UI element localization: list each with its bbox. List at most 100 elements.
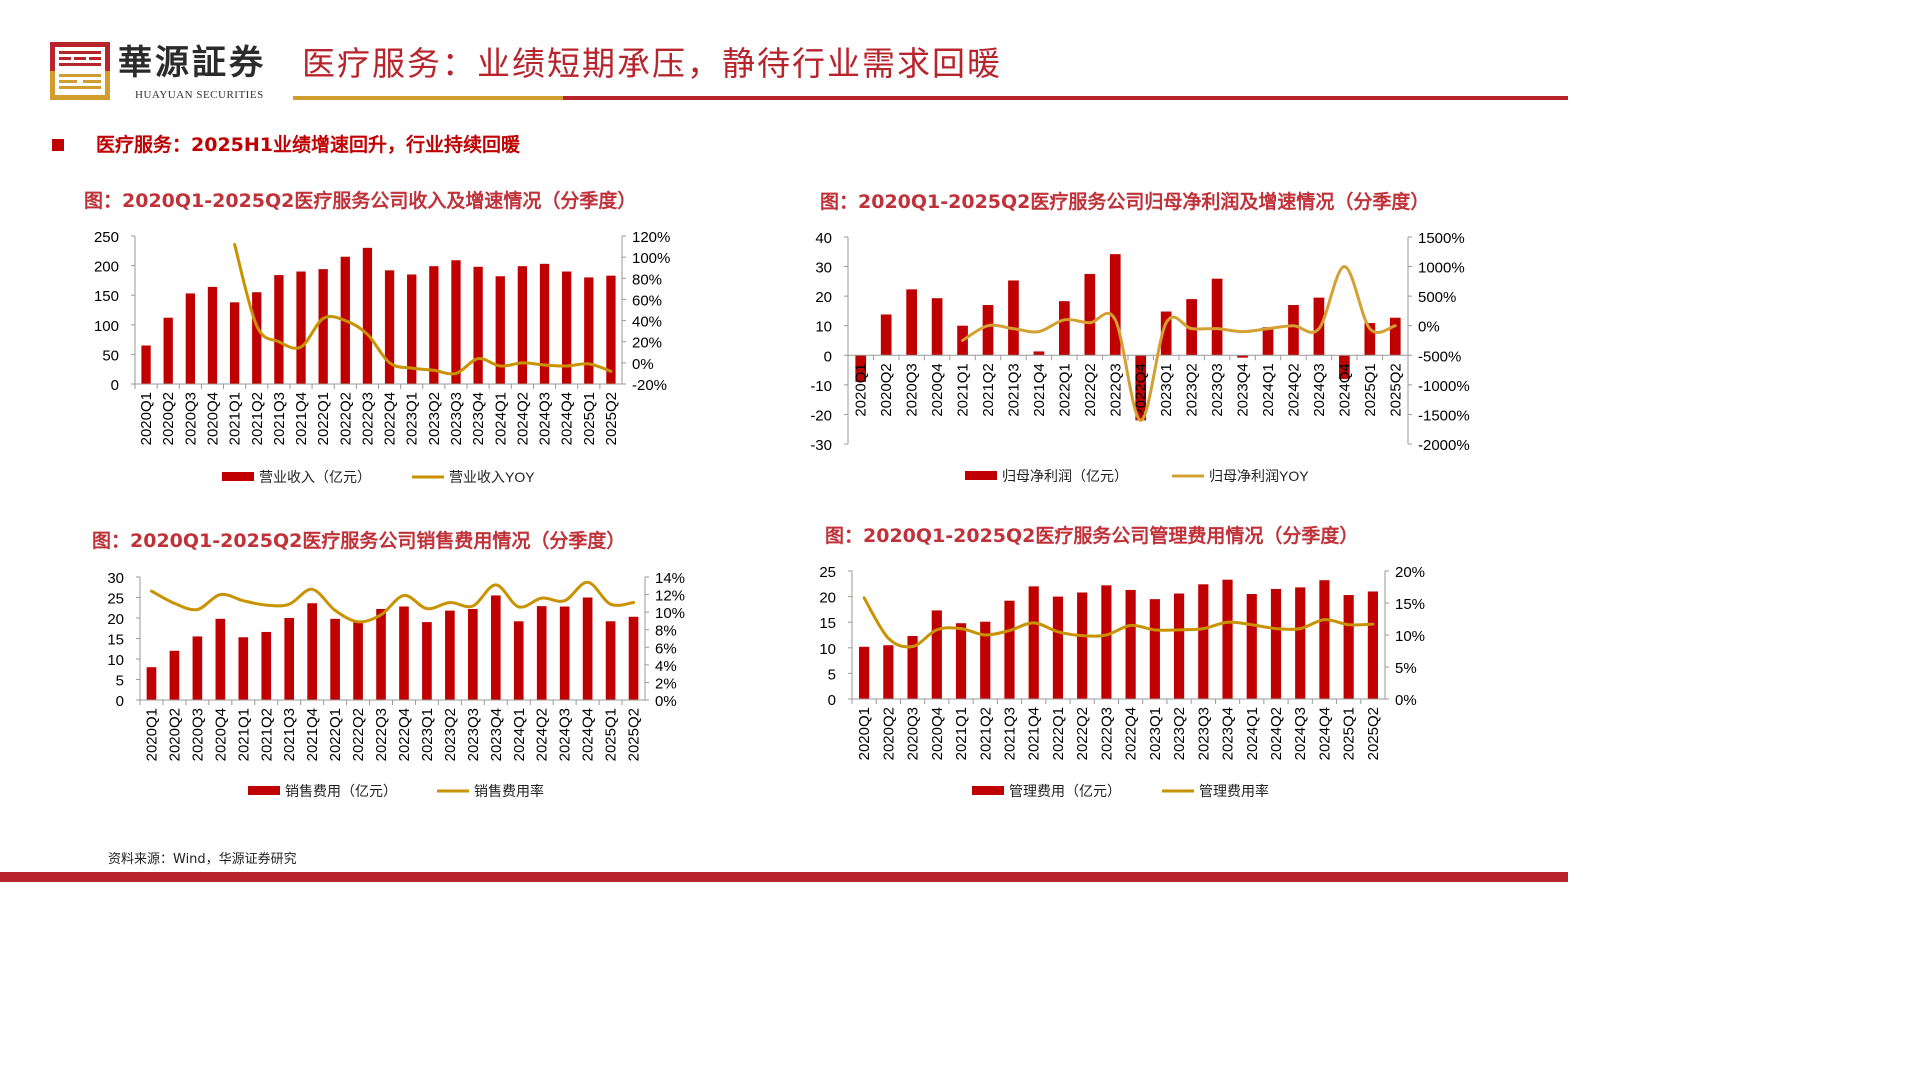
y2-tick-label: 8%: [655, 623, 677, 640]
x-tick-label: 2022Q2: [337, 392, 354, 445]
x-tick-label: 2020Q4: [204, 392, 221, 445]
bar-2020Q3: [906, 289, 917, 356]
bar-2022Q3: [1109, 254, 1121, 356]
x-tick-label: 2025Q2: [626, 708, 643, 761]
bar-2023Q3: [1211, 278, 1223, 356]
bar-2020Q2: [883, 645, 894, 699]
y2-tick-label: 40%: [632, 314, 662, 331]
y-tick-label: 5: [116, 673, 124, 690]
y-tick-label: 0: [111, 377, 119, 394]
bar-2023Q1: [1149, 599, 1160, 699]
x-tick-label: 2024Q2: [1268, 707, 1285, 760]
x-tick-label: 2020Q2: [878, 363, 895, 416]
y-tick-label: -30: [810, 437, 832, 454]
bar-2025Q1: [584, 277, 594, 384]
bar-2024Q3: [1295, 587, 1306, 699]
legend-bar-label: 销售费用（亿元）: [285, 783, 397, 799]
line-series: [961, 265, 1397, 422]
bar-2025Q1: [1343, 595, 1354, 699]
bar-2020Q1: [859, 646, 870, 699]
x-tick-label: 2023Q3: [448, 392, 465, 445]
bar-2023Q1: [422, 622, 432, 700]
y-tick-label: 40: [815, 230, 832, 247]
bar-2024Q2: [517, 266, 528, 384]
y-tick-label: 200: [94, 259, 119, 276]
x-tick-label: 2020Q2: [880, 707, 897, 760]
y2-tick-label: -1000%: [1418, 378, 1470, 395]
bar-2022Q3: [362, 247, 373, 384]
bar-2024Q1: [495, 276, 505, 384]
x-tick-label: 2024Q4: [1316, 707, 1333, 760]
x-tick-label: 2020Q1: [143, 708, 160, 761]
section-subtitle: 医疗服务：2025H1业绩增速回升，行业持续回暖: [96, 134, 521, 156]
y2-tick-label: -20%: [632, 377, 667, 394]
y-tick-label: 30: [815, 260, 832, 277]
y-tick-label: 0: [828, 692, 836, 709]
x-tick-label: 2023Q4: [470, 392, 487, 445]
bar-2022Q3: [1101, 585, 1112, 699]
chart-title-sales-expense: 图：2020Q1-2025Q2医疗服务公司销售费用情况（分季度）: [92, 530, 626, 552]
legend-bar-swatch: [222, 472, 254, 481]
legend-line-label: 营业收入YOY: [449, 469, 535, 485]
bar-2021Q3: [284, 618, 295, 700]
y2-tick-label: 1000%: [1418, 260, 1465, 277]
bar-2023Q2: [429, 266, 439, 384]
x-tick-label: 2021Q3: [281, 708, 298, 761]
x-tick-label: 2025Q1: [1362, 363, 1379, 416]
bar-2020Q3: [185, 293, 195, 384]
bar-2025Q2: [1367, 591, 1378, 699]
bar-2025Q2: [628, 616, 639, 700]
x-tick-label: 2024Q1: [1244, 707, 1261, 760]
y2-tick-label: 120%: [632, 229, 670, 246]
x-tick-label: 2021Q2: [977, 707, 994, 760]
x-tick-label: 2022Q4: [382, 392, 399, 445]
y2-tick-label: 15%: [1395, 596, 1425, 613]
bar-2024Q2: [1270, 588, 1282, 699]
x-tick-label: 2024Q1: [1260, 363, 1277, 416]
bar-2024Q1: [1246, 594, 1257, 699]
bar-2021Q1: [238, 637, 249, 700]
x-tick-label: 2021Q4: [1026, 707, 1043, 760]
x-tick-label: 2024Q3: [1311, 363, 1328, 416]
y-tick-label: -10: [810, 378, 832, 395]
x-tick-label: 2022Q4: [1133, 363, 1150, 416]
bar-2022Q2: [1084, 273, 1096, 356]
logo-mark-icon: [50, 42, 110, 100]
line-series: [233, 242, 613, 376]
x-tick-label: 2025Q2: [1365, 707, 1382, 760]
x-tick-label: 2020Q4: [212, 708, 229, 761]
bar-2024Q4: [1319, 580, 1330, 699]
bar-2021Q2: [252, 292, 262, 384]
x-tick-label: 2021Q4: [1031, 363, 1048, 416]
bullet-square-icon: [52, 139, 64, 151]
x-tick-label: 2023Q3: [1209, 363, 1226, 416]
legend-bar-swatch: [248, 786, 280, 795]
footer-bar: [0, 872, 1568, 882]
bar-2022Q4: [1125, 589, 1136, 699]
chart-3: 0 5 10 15 20 25 0% 5% 10% 15% 20% 2020Q1 2020Q2 2020Q…: [819, 564, 1425, 799]
y-tick-label: 10: [819, 641, 836, 658]
x-tick-label: 2020Q1: [853, 363, 870, 416]
x-tick-label: 2024Q4: [1336, 363, 1353, 416]
bar-2021Q3: [274, 275, 284, 384]
y2-tick-label: 0%: [655, 693, 677, 710]
x-tick-label: 2021Q4: [304, 708, 321, 761]
source-note: 资料来源：Wind，华源证券研究: [108, 852, 297, 867]
legend-bar-label: 营业收入（亿元）: [259, 469, 371, 485]
x-tick-label: 2023Q1: [1158, 363, 1175, 416]
bar-2023Q4: [490, 595, 501, 700]
bar-2022Q1: [1059, 301, 1070, 356]
x-tick-label: 2023Q4: [488, 708, 505, 761]
y-tick-label: 100: [94, 318, 119, 335]
bar-2020Q1: [855, 355, 867, 382]
chart-2: 0 5 10 15 20 25 30 0%2%4%6%8%10%12%14% 2020Q1 202…: [107, 570, 685, 799]
x-tick-label: 2024Q3: [557, 708, 574, 761]
y2-tick-label: -500%: [1418, 348, 1461, 365]
x-tick-label: 2024Q2: [514, 392, 531, 445]
y2-tick-label: 4%: [655, 658, 677, 675]
bar-2020Q4: [931, 298, 943, 356]
y2-tick-label: -1500%: [1418, 407, 1470, 424]
bar-2025Q1: [1364, 323, 1376, 356]
legend-line-label: 管理费用率: [1199, 783, 1269, 799]
x-tick-label: 2022Q3: [373, 708, 390, 761]
